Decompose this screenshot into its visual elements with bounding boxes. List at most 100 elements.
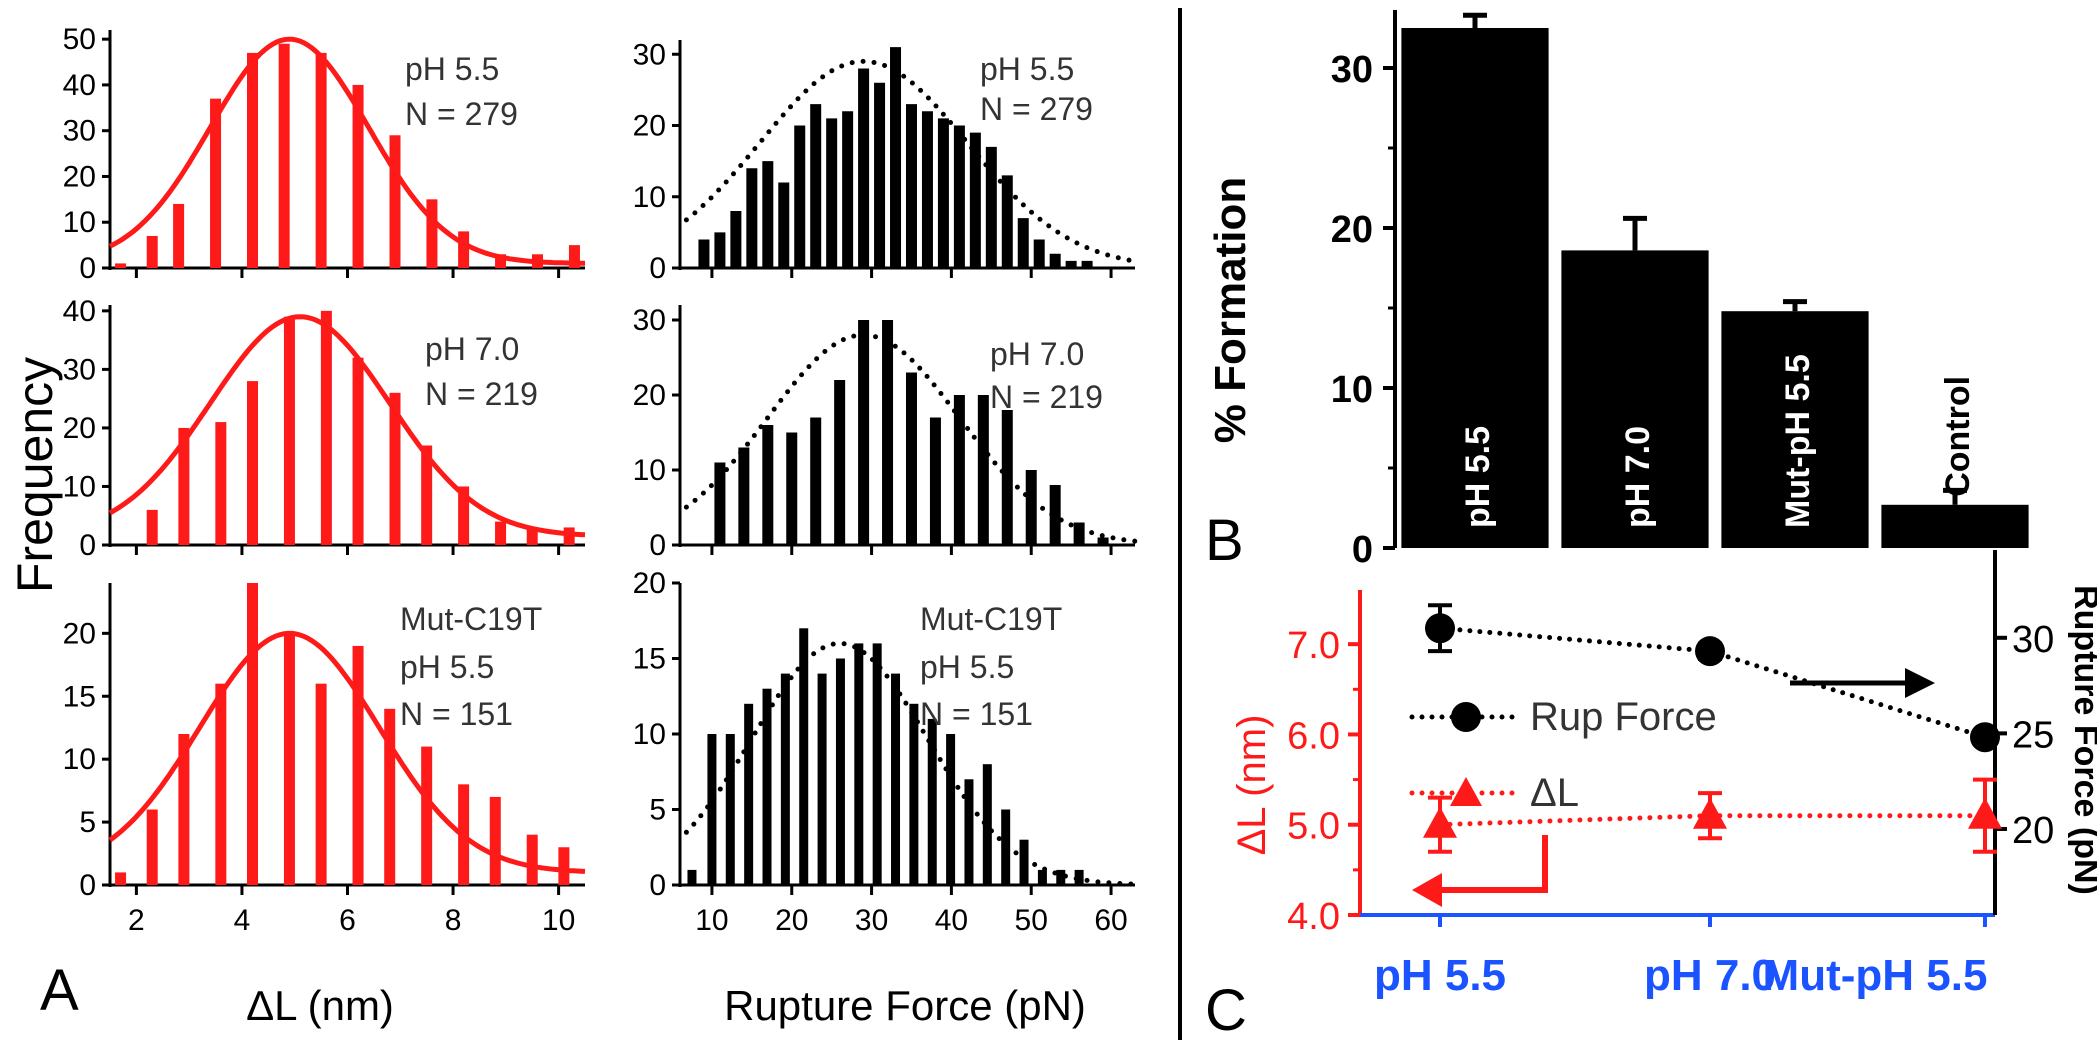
annotation-text: pH 5.5 <box>920 649 1014 685</box>
gaussian-fit-curve <box>683 332 1138 544</box>
y-tick-label: 10 <box>1331 369 1373 411</box>
y-tick-label: 20 <box>63 412 96 445</box>
histogram-bar <box>858 68 870 268</box>
histogram-bar <box>1033 239 1045 268</box>
y-tick-label: 20 <box>63 160 96 193</box>
histogram-bar <box>969 132 981 268</box>
histogram-bar <box>964 779 974 885</box>
x-tick-label: 10 <box>542 904 575 937</box>
y-tick-label: 40 <box>63 69 96 102</box>
arrow-right-head <box>1905 668 1935 698</box>
histogram-bar <box>421 445 433 545</box>
histogram-bar <box>1001 175 1013 268</box>
histogram-bar <box>725 734 735 885</box>
x-tick-label: 40 <box>935 904 968 937</box>
y-tick-label: 20 <box>633 379 666 412</box>
bar-category-label: Control <box>1939 376 1977 497</box>
histogram-bar <box>909 703 919 885</box>
arrow-left-head <box>1412 873 1442 907</box>
histogram-bar <box>921 111 933 268</box>
y-tick-label: 10 <box>63 470 96 503</box>
y-tick-label: 5 <box>79 806 96 839</box>
histogram-rf-mut: 0 5 10 15 20 10 20 30 40 50 60 Mut-C19T pH 5.5 N = 15… <box>633 567 1138 937</box>
left-tick-label: 4.0 <box>1287 896 1340 938</box>
histogram-bar <box>146 509 158 545</box>
histogram-bar <box>714 462 726 545</box>
histogram-bar <box>1025 470 1037 545</box>
histogram-bar <box>872 643 882 885</box>
data-point-circle <box>1425 613 1455 644</box>
y-tick-label: 20 <box>63 617 96 650</box>
arrow-left-shaft <box>1435 835 1548 893</box>
histogram-bar <box>1065 260 1077 268</box>
legend-label-rup: Rup Force <box>1530 695 1717 739</box>
histogram-bar <box>687 869 697 885</box>
histogram-bar <box>953 395 965 545</box>
histogram-bar <box>1037 869 1047 885</box>
y-tick-label: 50 <box>63 23 96 56</box>
histogram-bar <box>352 645 364 885</box>
data-point-triangle <box>1693 797 1727 829</box>
histogram-bar <box>173 203 185 268</box>
histogram-bar <box>278 43 290 268</box>
annotation-text: Mut-C19T <box>920 601 1062 637</box>
histogram-bar <box>215 422 227 545</box>
formation-bar <box>1561 250 1709 548</box>
histogram-bar <box>1049 253 1061 268</box>
right-tick-label: 25 <box>2012 714 2054 756</box>
y-tick-label: 15 <box>63 680 96 713</box>
gaussian-fit-curve <box>683 640 1138 887</box>
histogram-bar <box>854 643 864 885</box>
right-tick-label: 20 <box>2012 810 2054 852</box>
data-point-triangle <box>1968 797 2002 829</box>
gaussian-fit-curve <box>108 36 585 266</box>
formation-bar <box>1721 311 1869 548</box>
annotation-text: N = 151 <box>400 696 513 732</box>
data-point-triangle <box>1423 806 1457 838</box>
histogram-bar <box>826 118 838 268</box>
histogram-bar <box>210 98 222 269</box>
histogram-rf-ph55: 0 10 20 30 pH 5.5 N = 279 <box>633 38 1138 285</box>
histogram-bar <box>810 417 822 545</box>
x-tick-label: 30 <box>855 904 888 937</box>
histogram-bar <box>858 320 870 545</box>
y-tick-label: 30 <box>633 304 666 337</box>
y-tick-label: 10 <box>63 743 96 776</box>
histogram-bar <box>1001 410 1013 545</box>
histogram-bar <box>738 447 750 545</box>
histogram-bar <box>1017 218 1029 268</box>
c-right-axis-title: Rupture Force (pN) <box>2067 585 2097 895</box>
histogram-bar <box>707 734 717 885</box>
histogram-bar <box>874 82 886 268</box>
histogram-bar <box>937 118 949 268</box>
annotation-text: N = 219 <box>990 379 1103 415</box>
histogram-bar <box>891 673 901 885</box>
annotation-text: N = 151 <box>920 696 1033 732</box>
histogram-bar <box>315 52 327 269</box>
histogram-bar <box>762 161 774 268</box>
annotation-text: pH 5.5 <box>405 51 499 87</box>
histogram-bar <box>714 232 726 268</box>
bar-category-label: pH 7.0 <box>1619 426 1657 528</box>
histogram-bar <box>1056 869 1066 885</box>
histogram-bar <box>178 734 190 885</box>
annotation-text: N = 279 <box>980 91 1093 127</box>
gaussian-fit-curve <box>108 630 586 874</box>
dl-axis-title: ΔL (nm) <box>246 982 394 1029</box>
histogram-bar <box>786 432 798 545</box>
histogram-bar <box>115 872 127 885</box>
panel-letter-b: B <box>1205 508 1244 573</box>
histogram-bar <box>558 847 570 885</box>
formation-bar-chart: 0 10 20 30 pH 5.5 pH 7.0 Mut-pH 5.5 Control <box>1331 10 2029 571</box>
y-tick-label: 0 <box>79 529 96 562</box>
histogram-bar <box>215 683 227 885</box>
histogram-bar <box>389 135 401 268</box>
y-tick-label: 30 <box>63 353 96 386</box>
x-tick-label: 6 <box>339 904 356 937</box>
histogram-dl-ph70: 0 10 20 30 40 pH 7.0 N = 219 <box>63 295 586 562</box>
left-tick-label: 6.0 <box>1287 715 1340 757</box>
histogram-bar <box>146 809 158 885</box>
data-point-circle <box>1695 636 1725 667</box>
histogram-bar <box>882 320 894 545</box>
histogram-bar <box>905 104 917 268</box>
